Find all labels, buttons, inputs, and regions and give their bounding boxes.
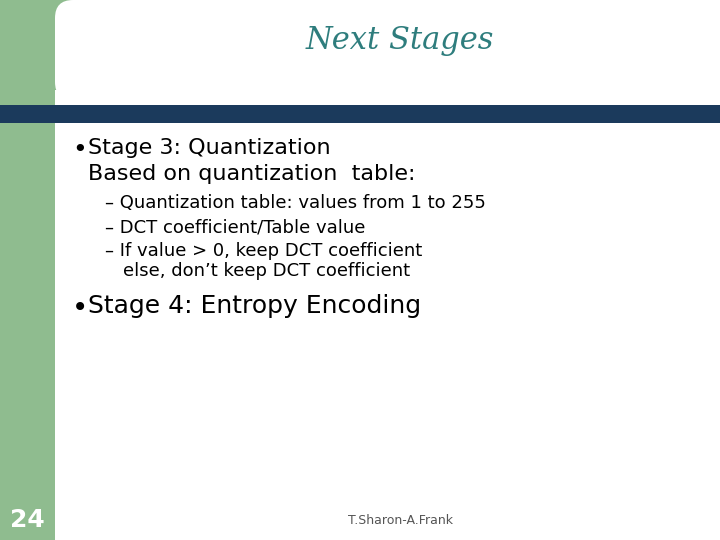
Text: 24: 24 (9, 508, 45, 532)
Text: T.Sharon-A.Frank: T.Sharon-A.Frank (348, 514, 452, 526)
Bar (0, 0, 155, 90)
Text: – Quantization table: values from 1 to 255: – Quantization table: values from 1 to 2… (105, 194, 486, 212)
Bar (0, 105, 720, 123)
FancyBboxPatch shape (55, 0, 720, 100)
Text: Next Stages: Next Stages (306, 24, 494, 56)
Text: Stage 4: Entropy Encoding: Stage 4: Entropy Encoding (88, 294, 421, 318)
Text: – DCT coefficient/Table value: – DCT coefficient/Table value (105, 218, 365, 236)
Text: else, don’t keep DCT coefficient: else, don’t keep DCT coefficient (123, 262, 410, 280)
Text: Based on quantization  table:: Based on quantization table: (88, 164, 415, 184)
Bar (0, 0, 55, 540)
Text: •: • (72, 294, 89, 322)
Text: Stage 3: Quantization: Stage 3: Quantization (88, 138, 330, 158)
Text: •: • (72, 138, 86, 162)
Text: – If value > 0, keep DCT coefficient: – If value > 0, keep DCT coefficient (105, 242, 422, 260)
